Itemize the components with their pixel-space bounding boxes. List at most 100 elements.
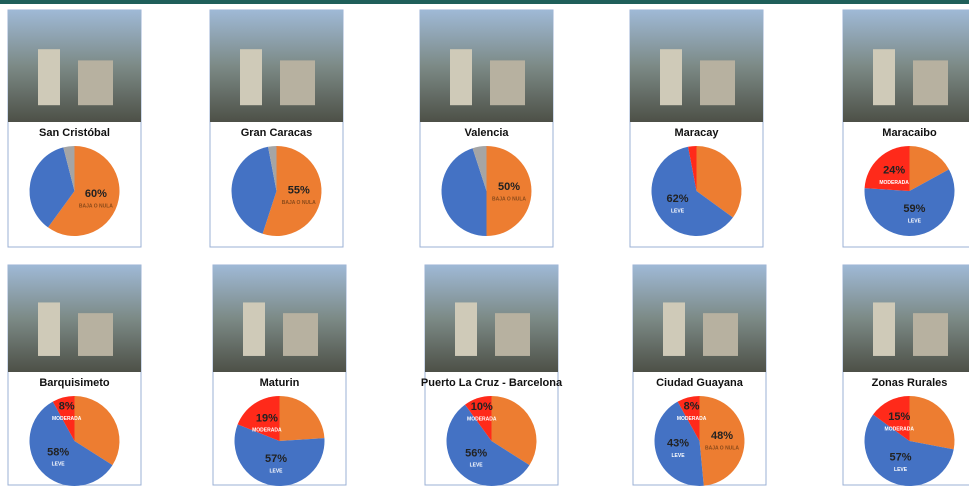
- pie-slice: [446, 404, 530, 487]
- photo-building: [240, 49, 262, 106]
- pie-slice: [699, 396, 745, 486]
- category-label: LEVE: [671, 208, 685, 214]
- category-label: MODERADA: [677, 416, 707, 422]
- photo-building: [455, 302, 477, 356]
- photo-building: [660, 49, 682, 106]
- value-label: 58%: [47, 446, 69, 458]
- category-label: MODERADA: [467, 416, 497, 422]
- category-label: BAJA O NULA: [705, 445, 739, 451]
- category-label: LEVE: [269, 469, 283, 475]
- category-label: LEVE: [908, 218, 922, 224]
- pie-slice: [651, 146, 733, 236]
- pie-slice: [29, 147, 75, 228]
- pie-slice: [677, 396, 700, 441]
- pie-slice: [441, 148, 487, 236]
- pie-slice: [654, 401, 704, 486]
- photo-building: [663, 302, 685, 356]
- pie-slice: [48, 146, 120, 236]
- card-title: Maturin: [260, 377, 300, 389]
- photo-building: [283, 313, 318, 356]
- category-label: BAJA O NULA: [492, 196, 526, 202]
- pie-slice: [237, 396, 280, 441]
- photo-building: [495, 313, 530, 356]
- photo: [425, 265, 558, 372]
- card-title: Ciudad Guayana: [656, 377, 744, 389]
- photo-building: [490, 60, 525, 106]
- pie-slice: [688, 146, 697, 191]
- photo-building: [243, 302, 265, 356]
- photo: [213, 265, 346, 372]
- category-label: MODERADA: [52, 416, 82, 422]
- value-label: 48%: [711, 430, 733, 442]
- value-label: 55%: [288, 184, 310, 196]
- category-label: MODERADA: [885, 426, 915, 432]
- photo-building: [700, 60, 735, 106]
- category-label: LEVE: [671, 453, 685, 459]
- value-label: 43%: [667, 438, 689, 450]
- value-label: 24%: [883, 165, 905, 177]
- photo-building: [450, 49, 472, 106]
- photo-building: [38, 302, 60, 356]
- top-stripe: [0, 0, 969, 4]
- pie-slice: [491, 396, 537, 466]
- card-title: Gran Caracas: [241, 127, 313, 139]
- photo-building: [873, 49, 895, 106]
- pie-slice: [486, 146, 532, 236]
- pie-slice: [864, 414, 954, 486]
- value-label: 15%: [888, 411, 910, 423]
- photo: [8, 10, 141, 122]
- category-label: BAJA O NULA: [79, 203, 113, 209]
- photo-building: [913, 60, 948, 106]
- pie-slice: [262, 146, 322, 236]
- value-label: 59%: [903, 203, 925, 215]
- value-label: 8%: [59, 400, 75, 412]
- card-title: Maracaibo: [882, 127, 937, 139]
- value-label: 19%: [256, 412, 278, 424]
- photo-building: [38, 49, 60, 106]
- photo: [633, 265, 766, 372]
- pie-slice: [873, 396, 910, 441]
- pie-slice: [696, 146, 742, 218]
- value-label: 56%: [465, 447, 487, 459]
- card-title: Valencia: [464, 127, 509, 139]
- card-title: Zonas Rurales: [872, 377, 948, 389]
- pie-slice: [268, 146, 277, 191]
- photo: [420, 10, 553, 122]
- pie-slice: [234, 424, 325, 487]
- pie-slice: [864, 146, 910, 191]
- pie-slice: [472, 146, 487, 191]
- value-label: 62%: [666, 193, 688, 205]
- photo-building: [913, 313, 948, 356]
- photo-building: [78, 60, 113, 106]
- photo-building: [280, 60, 315, 106]
- category-label: MODERADA: [879, 180, 909, 186]
- pie-slice: [864, 169, 955, 237]
- pie-slice: [74, 396, 120, 466]
- photo: [8, 265, 141, 372]
- photo: [630, 10, 763, 122]
- photo-building: [873, 302, 895, 356]
- card-title: Barquisimeto: [39, 377, 110, 389]
- pie-slice: [29, 401, 113, 487]
- value-label: 60%: [85, 188, 107, 200]
- value-label: 8%: [684, 400, 700, 412]
- value-label: 50%: [498, 181, 520, 193]
- photo-building: [703, 313, 738, 356]
- category-label: MODERADA: [252, 428, 282, 434]
- category-label: LEVE: [52, 462, 66, 468]
- pie-slice: [52, 396, 75, 441]
- card-title: San Cristóbal: [39, 127, 110, 139]
- value-label: 10%: [471, 401, 493, 413]
- pie-slice: [909, 396, 955, 450]
- category-label: LEVE: [894, 467, 908, 473]
- pie-slice: [231, 146, 277, 234]
- category-label: LEVE: [470, 463, 484, 469]
- photo: [210, 10, 343, 122]
- photo-building: [78, 313, 113, 356]
- pie-slice: [465, 396, 492, 441]
- pie-slice: [63, 146, 75, 191]
- card-title: Puerto La Cruz - Barcelona: [421, 377, 563, 389]
- value-label: 57%: [890, 452, 912, 464]
- card-title: Maracay: [674, 127, 719, 139]
